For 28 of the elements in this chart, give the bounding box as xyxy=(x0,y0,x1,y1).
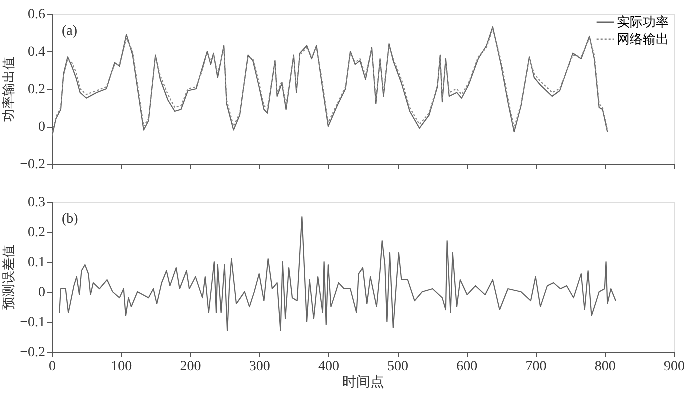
y-tick-label: 0.1 xyxy=(28,256,46,270)
y-tick-label: 0.2 xyxy=(28,226,46,240)
annotation: (b) xyxy=(62,212,79,227)
x-tick-label: 0 xyxy=(49,360,56,374)
y-tick-label: 0.4 xyxy=(28,45,46,60)
y-tick-label: −0.1 xyxy=(20,316,46,330)
y-tick-label: 0.2 xyxy=(28,82,46,98)
x-axis-title: 时间点 xyxy=(342,374,384,390)
y-axis-title: 预测误差值 xyxy=(1,245,16,310)
x-tick-label: 900 xyxy=(664,360,685,374)
y-tick-label: 0.3 xyxy=(28,196,46,210)
x-tick-label: 300 xyxy=(249,360,270,374)
y-tick-label: 0 xyxy=(38,120,46,135)
y-tick-label: −0.2 xyxy=(20,158,46,172)
y-axis-title: 功率输出值 xyxy=(1,57,16,122)
x-tick-label: 700 xyxy=(526,360,547,374)
x-tick-label: 100 xyxy=(111,360,132,374)
annotation: (a) xyxy=(62,24,78,39)
x-tick-label: 800 xyxy=(594,360,616,374)
x-tick-label: 600 xyxy=(456,360,478,374)
legend-label: 实际功率 xyxy=(617,14,669,30)
x-tick-label: 500 xyxy=(388,360,409,374)
y-tick-label: −0.2 xyxy=(20,346,46,360)
y-tick-label: 0 xyxy=(38,286,46,300)
x-tick-label: 200 xyxy=(180,360,202,374)
legend-label: 网络输出 xyxy=(617,32,669,46)
y-tick-label: 0.6 xyxy=(28,8,46,22)
x-tick-label: 400 xyxy=(318,360,340,374)
